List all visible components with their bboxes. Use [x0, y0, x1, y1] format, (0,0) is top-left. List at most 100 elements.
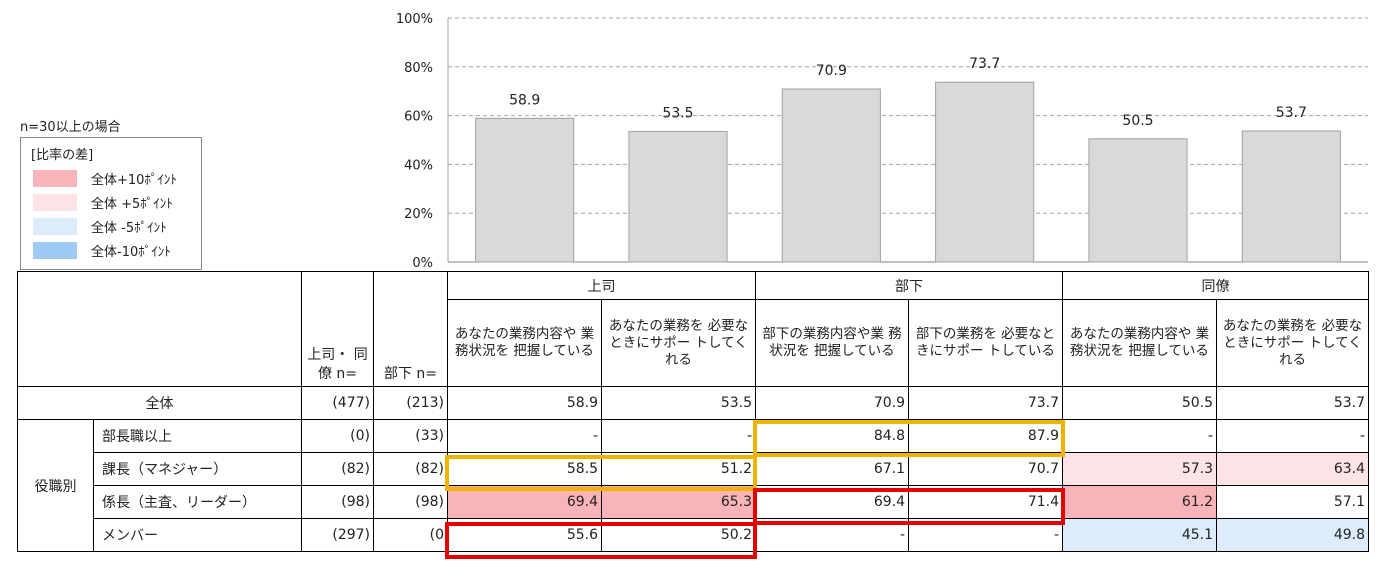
table-cell: 57.1 — [1216, 485, 1369, 519]
y-tick-label: 60% — [404, 110, 433, 125]
cell-n1: (477) — [301, 386, 374, 420]
group-label-position: 役職別 — [17, 419, 94, 552]
table-cell: 53.5 — [601, 386, 756, 420]
legend-label: 全体 +5ﾎﾟｲﾝﾄ — [91, 196, 173, 212]
bar — [628, 130, 728, 263]
bar — [935, 81, 1035, 263]
cell-n2: (98) — [373, 485, 448, 519]
table-cell: 53.7 — [1216, 386, 1369, 420]
table-cell: 58.5 — [447, 452, 602, 486]
column-header: あなたの業務内容や 業務状況を 把握している — [447, 299, 602, 387]
chart-axis: 0% 20% 40% 60% 80% 100% — [396, 12, 1368, 271]
cell-n2: (0 — [373, 518, 448, 552]
row-label: 係長（主査、リーダー） — [93, 485, 302, 519]
bar — [1241, 130, 1341, 263]
table-cell: 70.7 — [908, 452, 1063, 486]
table-cell: 69.4 — [447, 485, 602, 519]
legend-swatch — [33, 169, 77, 187]
bar-value-label: 70.9 — [816, 63, 847, 79]
chart-bars — [475, 81, 1341, 263]
header-n-subordinate: 部下 n= — [373, 271, 448, 387]
table-cell: - — [908, 518, 1063, 552]
column-header: あなたの業務内容や 業務状況を 把握している — [1062, 299, 1217, 387]
legend-label: 全体+10ﾎﾟｲﾝﾄ — [91, 172, 177, 188]
table-row: 係長（主査、リーダー） (98) (98) 69.4 65.3 69.4 71.… — [18, 485, 1369, 519]
cell-n2: (33) — [373, 419, 448, 453]
bar-value-label: 50.5 — [1122, 113, 1153, 129]
y-tick-label: 20% — [404, 207, 433, 222]
legend-item-plus5: 全体 +5ﾎﾟｲﾝﾄ — [33, 193, 173, 212]
cell-n2: (213) — [373, 386, 448, 420]
column-header: 部下の業務を 必要なときにサポー トしている — [908, 299, 1063, 387]
y-tick-label: 0% — [412, 256, 433, 271]
row-label: 課長（マネジャー） — [93, 452, 302, 486]
bar — [1088, 138, 1188, 263]
table-row: 役職別 部長職以上 (0) (33) - - 84.8 87.9 - - — [17, 419, 1369, 552]
table-cell: 57.3 — [1062, 452, 1217, 486]
y-tick-label: 100% — [396, 12, 433, 27]
data-table: 上司・ 同僚 n= 部下 n= 上司 部下 同僚 あなたの業務内容や 業務状況を… — [17, 271, 1369, 552]
legend-title: [比率の差] — [31, 148, 94, 163]
table-cell: 70.9 — [755, 386, 909, 420]
table-cell: 67.1 — [755, 452, 909, 486]
column-header: 部下の業務内容や業 務状況を 把握している — [755, 299, 909, 387]
table-cell: 51.2 — [601, 452, 756, 486]
table-cell: 50.5 — [1062, 386, 1217, 420]
table-cell: 58.9 — [447, 386, 602, 420]
table-corner-cell — [17, 271, 302, 387]
row-label-total: 全体 — [17, 386, 302, 420]
cell-n1: (98) — [301, 485, 374, 519]
legend-label: 全体 -5ﾎﾟｲﾝﾄ — [91, 220, 167, 236]
legend-label: 全体-10ﾎﾟｲﾝﾄ — [91, 244, 171, 260]
bar — [475, 117, 575, 263]
cell-n1: (297) — [301, 518, 374, 552]
bar-chart: 0%20%40%60%80%100% 58.953.570.9 73.750.5 5… — [396, 12, 1368, 271]
table-cell: 73.7 — [908, 386, 1063, 420]
bar-value-label: 73.7 — [969, 56, 1000, 72]
header-n-supervisor-peer: 上司・ 同僚 n= — [301, 271, 374, 387]
table-cell: 84.8 — [755, 419, 909, 453]
table-cell: - — [755, 518, 909, 552]
row-label: メンバー — [93, 518, 302, 552]
table-cell: 63.4 — [1216, 452, 1369, 486]
table-cell: - — [601, 419, 756, 453]
table-cell: 65.3 — [601, 485, 756, 519]
legend-swatch — [33, 217, 77, 235]
table-cell: - — [1216, 419, 1369, 453]
cell-n1: (0) — [301, 419, 374, 453]
cell-n2: (82) — [373, 452, 448, 486]
legend-item-plus10: 全体+10ﾎﾟｲﾝﾄ — [33, 169, 177, 188]
table-column-header-row: あなたの業務内容や 業務状況を 把握している あなたの業務を 必要なときにサポー… — [18, 299, 1369, 387]
row-label: 部長職以上 — [93, 419, 302, 453]
table-row: メンバー (297) (0 55.6 50.2 - - 45.1 49.8 — [18, 518, 1369, 552]
legend-note: n=30以上の場合 — [20, 120, 121, 135]
bar-value-label: 53.7 — [1276, 105, 1307, 121]
column-header: あなたの業務を 必要なときにサポー トしてくれる — [601, 299, 756, 387]
table-cell: 61.2 — [1062, 485, 1217, 519]
bar-value-label: 58.9 — [509, 92, 540, 108]
table-row-total: 全体 (477) (213) 58.9 53.5 70.9 73.7 50.5 … — [17, 386, 1369, 420]
legend-item-minus10: 全体-10ﾎﾟｲﾝﾄ — [33, 241, 171, 260]
table-cell: 49.8 — [1216, 518, 1369, 552]
y-tick-label: 80% — [404, 61, 433, 76]
y-tick-label: 40% — [404, 158, 433, 173]
cell-n1: (82) — [301, 452, 374, 486]
group-header-supervisor: 上司 — [447, 271, 756, 300]
table-cell: 71.4 — [908, 485, 1063, 519]
table-group-header-row: 上司・ 同僚 n= 部下 n= 上司 部下 同僚 — [17, 271, 1369, 387]
table-cell: 69.4 — [755, 485, 909, 519]
chart-gridlines — [448, 17, 1368, 214]
table-cell: 50.2 — [601, 518, 756, 552]
legend: [比率の差] 全体+10ﾎﾟｲﾝﾄ 全体 +5ﾎﾟｲﾝﾄ 全体 -5ﾎﾟｲﾝﾄ … — [20, 137, 202, 270]
table-row: 課長（マネジャー） (82) (82) 58.5 51.2 67.1 70.7 … — [18, 452, 1369, 486]
legend-swatch — [33, 241, 77, 259]
table-cell: 55.6 — [447, 518, 602, 552]
table-cell: 87.9 — [908, 419, 1063, 453]
table-cell: 45.1 — [1062, 518, 1217, 552]
group-header-subordinate: 部下 — [755, 271, 1063, 300]
legend-swatch — [33, 193, 77, 211]
table-cell: - — [1062, 419, 1217, 453]
table-cell: - — [447, 419, 602, 453]
legend-item-minus5: 全体 -5ﾎﾟｲﾝﾄ — [33, 217, 167, 236]
bar — [781, 88, 881, 263]
